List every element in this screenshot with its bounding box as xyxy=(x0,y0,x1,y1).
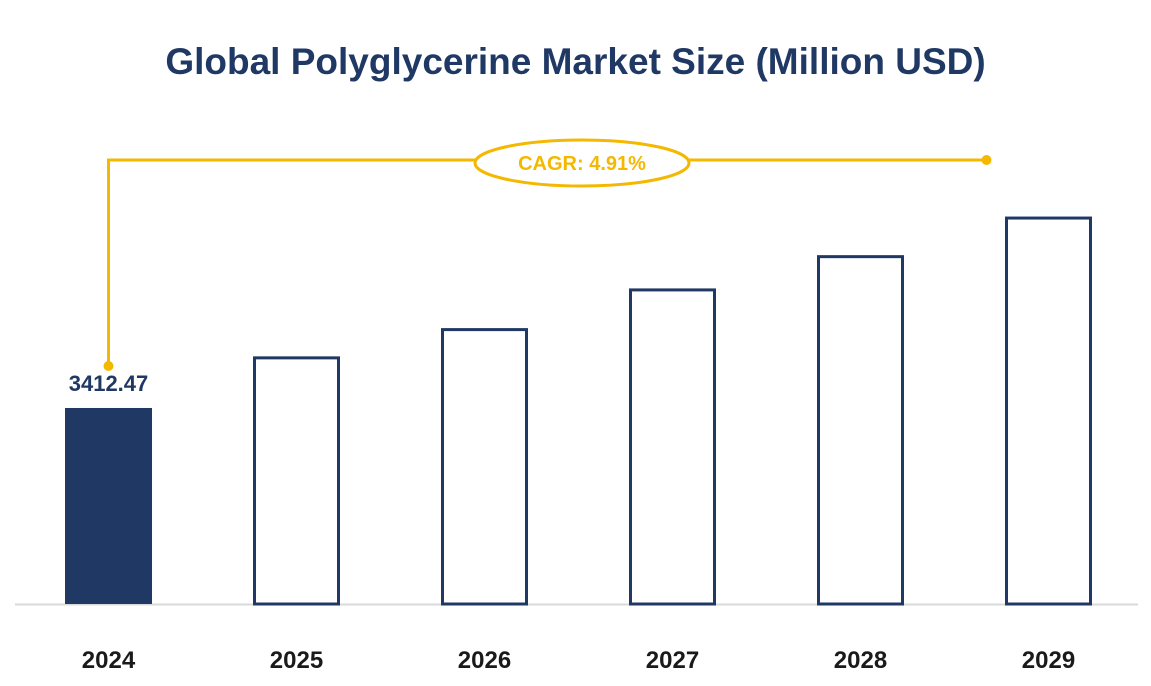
x-tick-label-2024: 2024 xyxy=(82,647,136,674)
bar-2025 xyxy=(253,356,340,606)
bar-2026 xyxy=(441,328,528,606)
bar-2029 xyxy=(1005,216,1092,606)
cagr-badge xyxy=(473,138,691,188)
bar-2027 xyxy=(629,288,716,606)
cagr-label: CAGR: 4.91% xyxy=(518,153,646,175)
cagr-start-dot xyxy=(103,361,114,371)
x-tick-label-2027: 2027 xyxy=(646,647,699,674)
cagr-bracket-line xyxy=(107,158,987,366)
x-tick-label-2028: 2028 xyxy=(834,647,887,674)
bar-2028 xyxy=(817,255,904,606)
cagr-end-dot xyxy=(981,155,992,165)
chart-title: Global Polyglycerine Market Size (Millio… xyxy=(165,41,986,82)
data-label-2024: 3412.47 xyxy=(69,371,149,396)
x-tick-label-2025: 2025 xyxy=(270,647,323,674)
bar-2024 xyxy=(65,407,152,604)
x-tick-label-2029: 2029 xyxy=(1022,647,1075,674)
x-tick-label-2026: 2026 xyxy=(458,647,511,674)
